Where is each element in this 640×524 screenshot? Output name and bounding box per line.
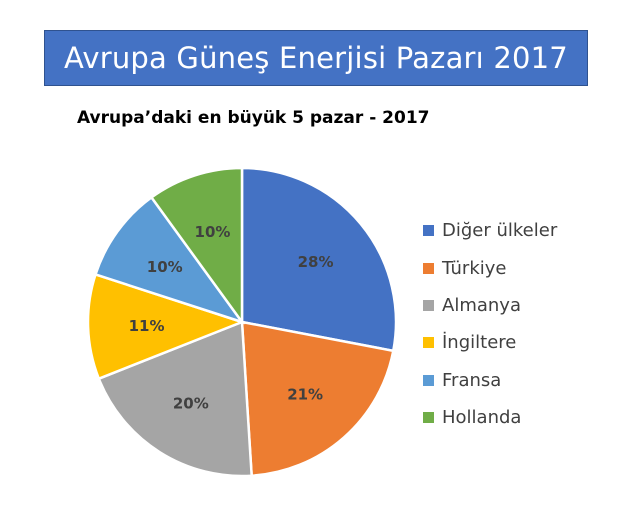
legend-swatch xyxy=(423,374,434,386)
pie-slice xyxy=(97,320,253,478)
pie-slice xyxy=(240,166,398,353)
legend-label: Fransa xyxy=(442,369,502,391)
legend-item: Türkiye xyxy=(423,249,557,286)
pie-slice xyxy=(149,166,244,326)
legend-swatch xyxy=(423,337,434,349)
pie-data-label: 28% xyxy=(298,253,334,271)
legend-swatch xyxy=(423,299,434,311)
pie-data-label: 11% xyxy=(129,317,165,335)
legend-label: Almanya xyxy=(442,294,521,316)
legend-label: Diğer ülkeler xyxy=(442,220,558,242)
legend-item: İngiltere xyxy=(423,324,557,361)
legend-item: Almanya xyxy=(423,287,557,324)
legend-item: Fransa xyxy=(423,362,557,399)
legend-swatch xyxy=(423,412,434,424)
chart-title: Avrupa’daki en büyük 5 pazar - 2017 xyxy=(77,108,430,128)
legend-swatch xyxy=(423,262,434,274)
title-banner: Avrupa Güneş Enerjisi Pazarı 2017 xyxy=(44,30,588,86)
legend-swatch xyxy=(423,225,434,237)
pie-data-label: 10% xyxy=(195,223,231,241)
pie-data-label: 21% xyxy=(287,386,323,404)
pie-slice xyxy=(86,272,246,381)
chart-legend: Diğer ülkeler Türkiye Almanya İngiltere Fran… xyxy=(423,212,557,436)
legend-item: Diğer ülkeler xyxy=(423,212,557,249)
legend-label: Hollanda xyxy=(442,407,522,429)
pie-slice xyxy=(240,320,395,478)
legend-label: Türkiye xyxy=(442,257,507,279)
pie-data-label: 20% xyxy=(173,395,209,413)
page-title: Avrupa Güneş Enerjisi Pazarı 2017 xyxy=(64,41,568,75)
legend-item: Hollanda xyxy=(423,399,557,436)
legend-label: İngiltere xyxy=(442,332,517,354)
pie-data-label: 10% xyxy=(147,258,183,276)
pie-slice xyxy=(93,195,246,325)
